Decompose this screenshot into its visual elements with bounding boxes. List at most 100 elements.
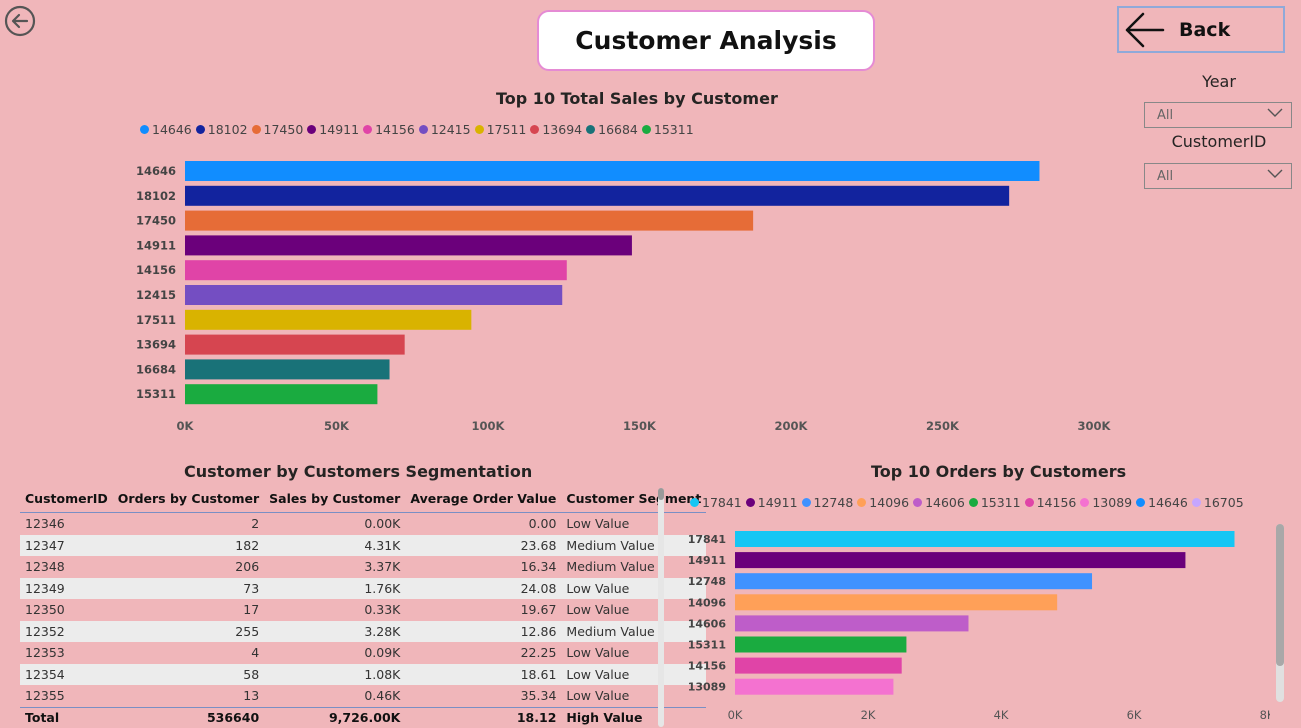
legend-item[interactable]: 14606 bbox=[913, 495, 965, 510]
table-cell: 4.31K bbox=[264, 534, 406, 556]
total-cell: 9,726.00K bbox=[264, 706, 406, 728]
table-row[interactable]: 12347 182 4.31K 23.68 Medium Value bbox=[20, 534, 707, 556]
orders-chart-title: Top 10 Orders by Customers bbox=[871, 462, 1127, 481]
legend-item[interactable]: 14646 bbox=[1136, 495, 1188, 510]
sales-chart-title: Top 10 Total Sales by Customer bbox=[496, 89, 778, 108]
column-header[interactable]: Sales by Customer bbox=[264, 487, 406, 513]
legend-label: 14911 bbox=[757, 495, 798, 510]
legend-label: 14606 bbox=[925, 495, 965, 510]
bar[interactable] bbox=[735, 594, 1058, 611]
legend-label: 12415 bbox=[430, 122, 471, 137]
bar[interactable] bbox=[185, 334, 405, 355]
year-slicer-dropdown[interactable]: All bbox=[1144, 102, 1292, 128]
legend-dot bbox=[968, 498, 978, 507]
bar[interactable] bbox=[185, 260, 567, 281]
legend-item[interactable]: 16705 bbox=[1191, 495, 1244, 510]
table-cell: 0.00 bbox=[528, 516, 557, 532]
column-header[interactable]: Average Order Value bbox=[405, 487, 562, 513]
category-label: 17511 bbox=[136, 313, 176, 327]
table-row[interactable]: 12355 13 0.46K 35.34 Low Value bbox=[20, 685, 706, 707]
legend-dot bbox=[690, 498, 699, 507]
bar[interactable] bbox=[185, 185, 1010, 206]
legend-item[interactable]: 17511 bbox=[474, 122, 526, 137]
table-cell: 58 bbox=[112, 663, 265, 685]
table-cell: 13 bbox=[243, 688, 260, 704]
legend-item[interactable]: 12415 bbox=[418, 122, 471, 137]
legend-label: 17841 bbox=[702, 495, 742, 510]
bar[interactable] bbox=[185, 161, 1040, 181]
legend-item[interactable]: 14156 bbox=[363, 122, 415, 137]
legend-label: 12748 bbox=[813, 495, 854, 510]
legend-dot bbox=[418, 125, 428, 134]
legend-label: 13694 bbox=[542, 122, 583, 137]
back-circle-icon[interactable] bbox=[4, 5, 36, 37]
back-button[interactable]: Back bbox=[1117, 6, 1285, 53]
bar[interactable] bbox=[185, 235, 632, 256]
orders-bar-chart: 17841 14911 12748 14096 14606 15311 14156 13089… bbox=[688, 531, 1270, 722]
orders-chart-scrollbar[interactable] bbox=[1276, 524, 1284, 702]
table-row[interactable]: 12353 4 0.09K 22.25 Low Value bbox=[20, 642, 706, 664]
table-row[interactable]: 12348 206 3.37K 16.34 Medium Value bbox=[20, 556, 706, 578]
table-scrollbar[interactable] bbox=[658, 488, 664, 727]
legend-item[interactable]: 14646 bbox=[140, 122, 192, 137]
legend-item[interactable]: 18102 bbox=[195, 122, 248, 137]
table-cell: 1.08K bbox=[264, 663, 406, 685]
orders-chart-legend: 17841 14911 12748 14096 14606 15311 14156 13089… bbox=[690, 495, 1248, 510]
legend-item[interactable]: 13694 bbox=[530, 122, 582, 137]
legend-item[interactable]: 14911 bbox=[307, 122, 359, 137]
column-header[interactable]: Orders by Customer bbox=[112, 487, 265, 513]
legend-item[interactable]: 17841 bbox=[690, 495, 742, 510]
bar[interactable] bbox=[735, 531, 1235, 547]
bar[interactable] bbox=[185, 285, 563, 305]
legend-dot bbox=[857, 498, 867, 507]
legend-item[interactable]: 14096 bbox=[857, 495, 909, 510]
bar[interactable] bbox=[185, 210, 754, 231]
legend-dot bbox=[1024, 498, 1034, 507]
table-cell: 12.86 bbox=[405, 620, 562, 642]
table-row[interactable]: 12350 17 0.33K 19.67 Low Value bbox=[20, 599, 706, 621]
table-row[interactable]: 12346 2 0.00K 0.00 Low Value bbox=[20, 513, 706, 535]
table-cell: Medium Value bbox=[561, 534, 707, 556]
table-total-row: Total 536640 9,726.00K 18.12 High Value bbox=[20, 706, 707, 728]
legend-item[interactable]: 14911 bbox=[745, 495, 798, 510]
category-label: 14156 bbox=[688, 660, 727, 673]
table-cell: 35.34 bbox=[520, 688, 557, 704]
year-slicer-value: All bbox=[1157, 107, 1174, 123]
legend-dot bbox=[913, 498, 923, 507]
table-cell: Low Value bbox=[566, 602, 630, 618]
bar[interactable] bbox=[185, 359, 390, 380]
table-row[interactable]: 12352 255 3.28K 12.86 Medium Value bbox=[20, 620, 707, 642]
bar[interactable] bbox=[185, 384, 378, 405]
bar[interactable] bbox=[735, 678, 894, 695]
table-scrollbar-thumb[interactable] bbox=[658, 488, 664, 500]
legend-item[interactable]: 14156 bbox=[1024, 495, 1077, 510]
orders-scrollbar-thumb[interactable] bbox=[1276, 524, 1284, 666]
category-label: 17450 bbox=[136, 214, 176, 228]
legend-dot bbox=[474, 125, 484, 134]
customer-slicer-dropdown[interactable]: All bbox=[1144, 163, 1292, 189]
table-cell: Medium Value bbox=[561, 620, 707, 642]
legend-label: 14156 bbox=[1036, 495, 1077, 510]
bar[interactable] bbox=[735, 657, 902, 674]
column-header[interactable]: Customer Segment bbox=[561, 487, 707, 513]
bar[interactable] bbox=[185, 309, 472, 330]
x-tick-label: 2K bbox=[861, 708, 876, 722]
legend-item[interactable]: 17450 bbox=[251, 122, 303, 137]
legend-label: 15311 bbox=[653, 122, 694, 137]
bar[interactable] bbox=[735, 615, 969, 632]
bar[interactable] bbox=[735, 552, 1186, 569]
table-row[interactable]: 12349 73 1.76K 24.08 Low Value bbox=[20, 577, 707, 599]
column-header[interactable]: CustomerID bbox=[20, 487, 113, 513]
table-cell: 12346 bbox=[25, 516, 65, 532]
customer-slicer-value: All bbox=[1157, 168, 1174, 184]
bar[interactable] bbox=[735, 636, 907, 653]
category-label: 18102 bbox=[136, 189, 176, 203]
legend-item[interactable]: 15311 bbox=[641, 122, 694, 137]
bar[interactable] bbox=[735, 573, 1093, 590]
legend-item[interactable]: 13089 bbox=[1080, 495, 1132, 510]
legend-label: 16684 bbox=[598, 122, 638, 137]
legend-item[interactable]: 15311 bbox=[968, 495, 1021, 510]
legend-item[interactable]: 12748 bbox=[801, 495, 854, 510]
legend-item[interactable]: 16684 bbox=[586, 122, 638, 137]
table-row[interactable]: 12354 58 1.08K 18.61 Low Value bbox=[20, 663, 707, 685]
